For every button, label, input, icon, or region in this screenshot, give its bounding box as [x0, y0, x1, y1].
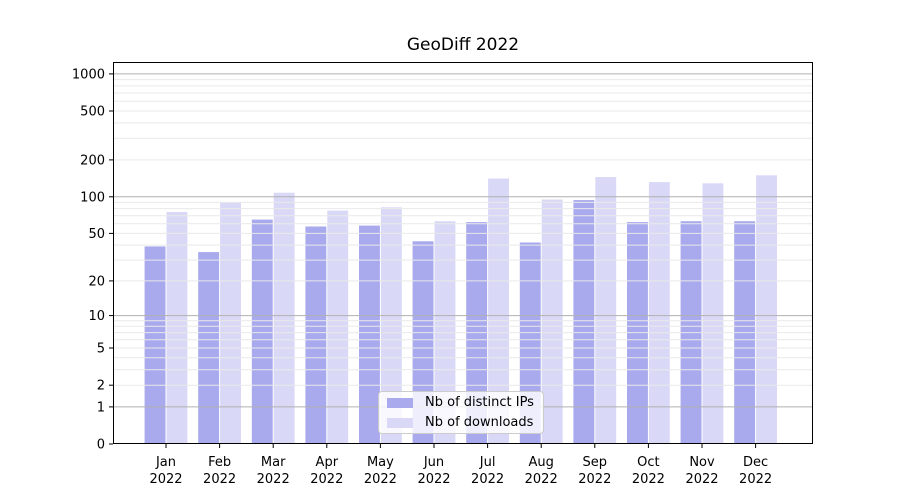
y-tick-label-50: 50 [88, 227, 105, 242]
bar-nb-of-distinct-ips-apr [305, 226, 327, 444]
x-tick-label-feb: Feb [208, 455, 231, 470]
bar-nb-of-downloads-dec [756, 175, 777, 445]
bar-nb-of-downloads-jan [166, 212, 188, 444]
x-tick-label-oct: Oct [637, 455, 659, 470]
y-tick-label-0: 0 [97, 438, 105, 453]
x-tick-label-jun: Jun [423, 455, 444, 470]
x-tick-year-jan: 2022 [149, 472, 182, 487]
x-tick-label-jul: Jul [479, 455, 496, 470]
x-tick-label-dec: Dec [743, 455, 768, 470]
x-tick-year-dec: 2022 [739, 472, 772, 487]
legend-label-downloads: Nb of downloads [425, 415, 534, 430]
x-tick-label-sep: Sep [583, 455, 608, 470]
bar-nb-of-downloads-aug [541, 199, 563, 444]
y-tick-label-5: 5 [97, 342, 105, 357]
x-tick-label-mar: Mar [261, 455, 286, 470]
legend-label-distinct-ips: Nb of distinct IPs [425, 395, 534, 410]
bar-nb-of-downloads-feb [220, 202, 241, 444]
x-tick-label-nov: Nov [689, 455, 715, 470]
y-tick-label-500: 500 [80, 105, 105, 120]
legend-item-downloads: Nb of downloads [387, 414, 543, 431]
bar-nb-of-downloads-sep [595, 177, 617, 444]
chart-title: GeoDiff 2022 [406, 35, 520, 55]
x-tick-year-jul: 2022 [471, 472, 504, 487]
axes-frame [113, 62, 813, 444]
x-tick-year-nov: 2022 [685, 472, 718, 487]
y-tick-label-20: 20 [88, 274, 105, 289]
legend-swatch-downloads-icon [387, 417, 413, 428]
bar-nb-of-distinct-ips-sep [573, 200, 595, 444]
x-tick-label-may: May [367, 455, 394, 470]
y-tick-label-200: 200 [80, 153, 105, 168]
x-tick-year-aug: 2022 [525, 472, 558, 487]
y-tick-label-100: 100 [80, 190, 105, 205]
y-tick-label-10: 10 [88, 309, 105, 324]
legend-swatch-distinct-ips-icon [387, 397, 413, 408]
y-tick-label-2: 2 [97, 379, 105, 394]
x-tick-label-apr: Apr [316, 455, 339, 470]
y-tick-label-1000: 1000 [72, 67, 105, 82]
bar-nb-of-downloads-oct [648, 182, 670, 444]
legend-item-distinct-ips: Nb of distinct IPs [387, 394, 543, 411]
bar-nb-of-downloads-nov [702, 183, 724, 445]
legend: Nb of distinct IPs Nb of downloads [378, 391, 544, 434]
x-tick-year-may: 2022 [364, 472, 397, 487]
x-tick-year-sep: 2022 [578, 472, 611, 487]
x-tick-year-apr: 2022 [310, 472, 343, 487]
bar-nb-of-downloads-apr [327, 210, 349, 444]
x-tick-year-oct: 2022 [632, 472, 665, 487]
x-tick-year-jun: 2022 [417, 472, 450, 487]
x-tick-label-jan: Jan [155, 455, 176, 470]
bar-nb-of-downloads-mar [273, 192, 295, 444]
bar-nb-of-distinct-ips-may [359, 225, 380, 444]
x-tick-year-mar: 2022 [257, 472, 290, 487]
bar-nb-of-distinct-ips-mar [251, 219, 273, 444]
x-tick-year-feb: 2022 [203, 472, 236, 487]
x-tick-label-aug: Aug [529, 455, 554, 470]
bar-nb-of-distinct-ips-jan [144, 246, 166, 444]
y-tick-label-1: 1 [97, 400, 105, 415]
